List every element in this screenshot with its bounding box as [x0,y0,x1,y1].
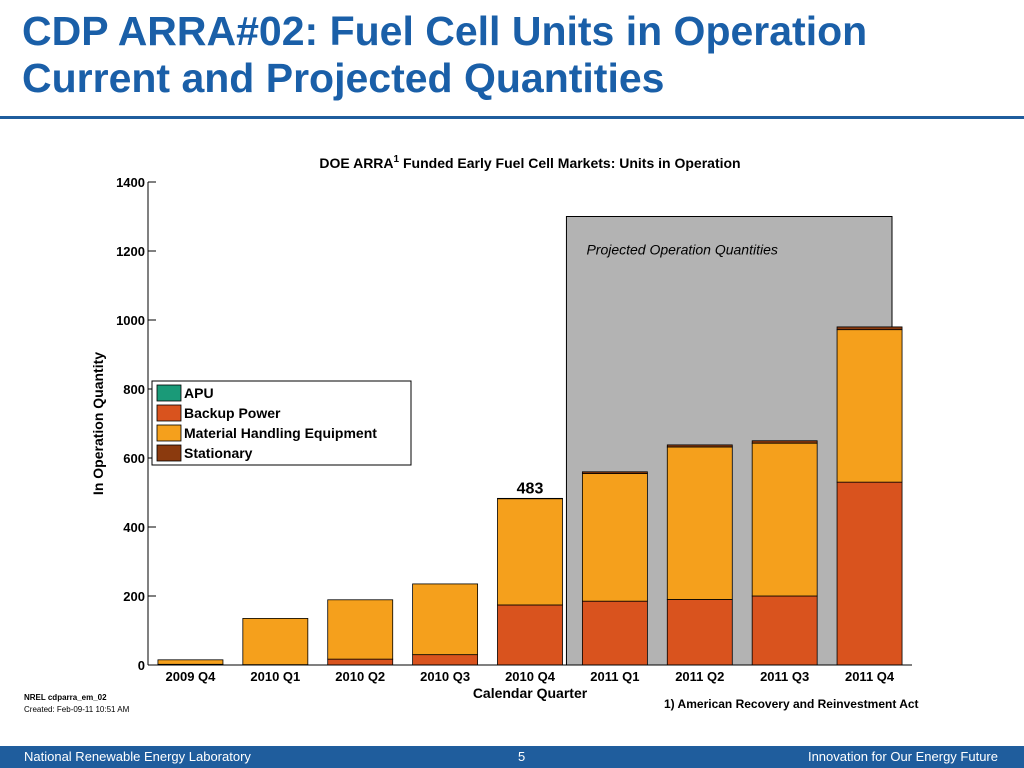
y-tick-label: 400 [123,520,145,535]
x-tick-label: 2009 Q4 [166,669,217,684]
bar-total-label: 483 [517,480,544,497]
slide-title: CDP ARRA#02: Fuel Cell Units in Operatio… [22,8,1012,102]
y-tick-label: 0 [138,658,145,673]
x-tick-label: 2011 Q3 [760,669,809,684]
legend-label: Material Handling Equipment [184,425,377,441]
fuel-cell-chart: Projected Operation Quantities 0 200 400 600… [90,154,912,701]
footer-tagline: Innovation for Our Energy Future [807,749,998,764]
bar-material-handling-equipment-2009-q4 [157,659,224,665]
bar-material-handling-equipment-2011-q4 [836,329,903,483]
y-tick-label: 800 [123,382,145,397]
bar-backup-power-2010-q3 [412,654,479,666]
bar-material-handling-equipment-2010-q4 [497,498,563,606]
bar-material-handling-equipment-2011-q2 [666,446,733,600]
y-tick-label: 600 [123,451,145,466]
slide-footer: National Renewable Energy Laboratory 5 I… [0,746,1024,768]
bar-backup-power-2011-q4 [836,481,903,666]
bar-stationary-2011-q2 [666,444,733,448]
bar-backup-power-2011-q1 [581,600,648,666]
x-tick-label: 2010 Q4 [505,669,556,684]
y-tick-label: 1200 [116,244,145,259]
footer-page-number: 5 [518,749,526,764]
legend-box [151,380,412,466]
y-tick-label: 1000 [116,313,145,328]
bar-material-handling-equipment-2010-q3 [412,583,479,656]
bar-material-handling-equipment-2011-q3 [751,442,818,597]
bar-backup-power-2011-q2 [666,599,733,666]
bar-material-handling-equipment-2010-q1 [242,618,309,666]
title-divider [0,116,1024,119]
bar-material-handling-equipment-2011-q1 [581,473,648,602]
legend-swatch [156,444,182,462]
x-tick-label: 2010 Q2 [335,669,385,684]
footnote: 1) American Recovery and Reinvestment Ac… [664,697,919,711]
legend-swatch [156,384,182,402]
chart-created-note: Created: Feb-09-11 10:51 AM [24,705,130,714]
x-tick-label: 2011 Q1 [590,669,639,684]
legend-label: Backup Power [184,405,281,421]
x-tick-label: 2010 Q3 [420,669,470,684]
legend-swatch [156,404,182,422]
legend-label: APU [184,385,214,401]
y-tick-label: 1400 [116,175,145,190]
legend-label: Stationary [184,445,253,461]
y-tick-label: 200 [123,589,145,604]
bar-backup-power-2011-q3 [751,595,818,666]
bar-stationary-2011-q1 [581,471,648,474]
x-tick-label: 2011 Q4 [845,669,895,684]
bar-material-handling-equipment-2010-q2 [327,599,394,660]
bar-stationary-2011-q3 [751,440,818,444]
bar-stationary-2011-q4 [836,326,903,331]
projected-region-label: Projected Operation Quantities [586,241,777,257]
x-tick-label: 2011 Q2 [675,669,724,684]
x-axis-label: Calendar Quarter [473,685,588,701]
bar-backup-power-2010-q2 [327,658,394,666]
slide-title-line1: CDP ARRA#02: Fuel Cell Units in Operatio… [22,8,868,54]
bar-backup-power-2010-q4 [497,604,563,666]
slide-title-line2: Current and Projected Quantities [22,55,665,101]
x-tick-label: 2010 Q1 [250,669,300,684]
y-axis-label: In Operation Quantity [90,352,106,495]
chart-title: DOE ARRA1 Funded Early Fuel Cell Markets… [319,154,740,171]
footer-organization: National Renewable Energy Laboratory [24,749,251,764]
chart-id-note: NREL cdparra_em_02 [24,693,107,702]
legend-swatch [156,424,182,442]
